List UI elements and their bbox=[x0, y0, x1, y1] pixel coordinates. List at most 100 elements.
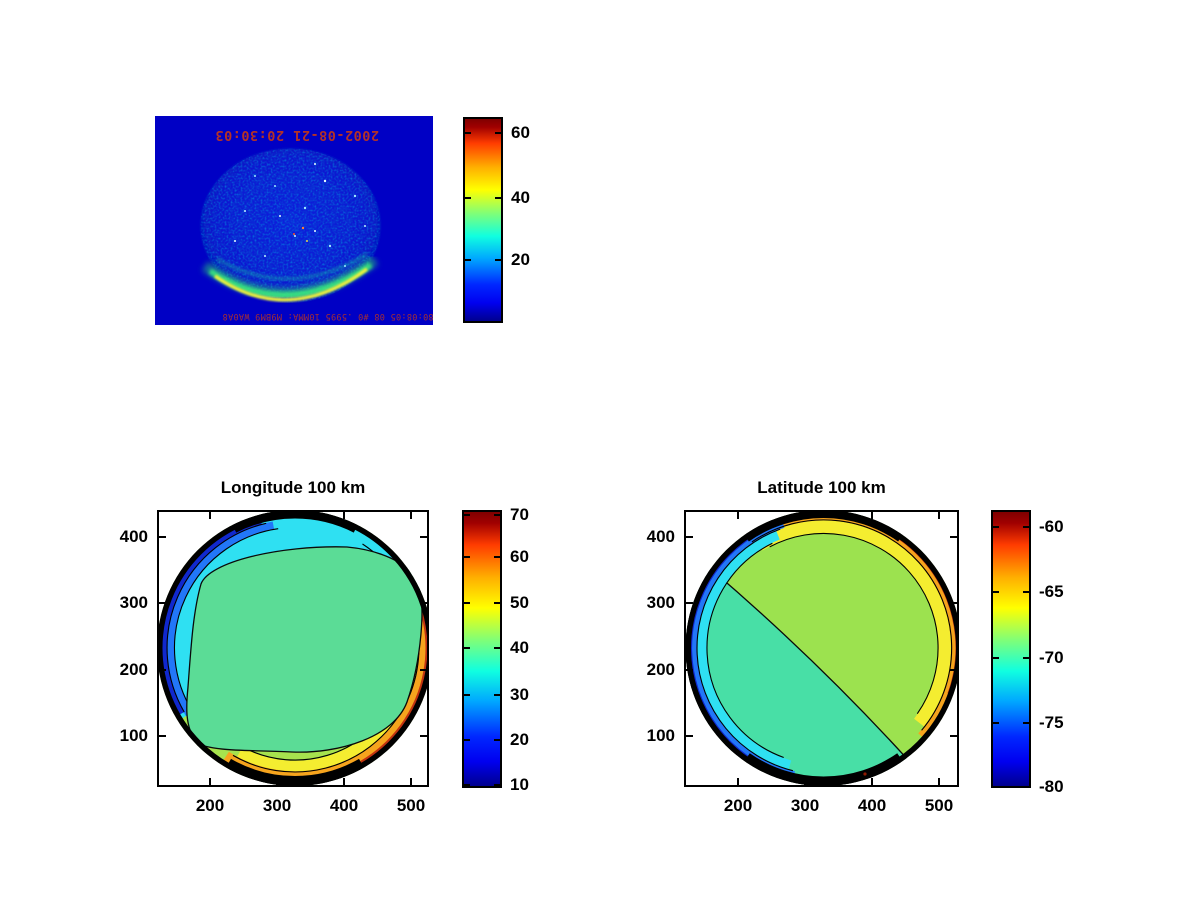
x-tick-label: 500 bbox=[924, 796, 954, 815]
colorbar-tick-mark bbox=[494, 784, 500, 786]
colorbar-tick-label: 30 bbox=[510, 685, 529, 704]
colorbar-tick-label: 10 bbox=[510, 775, 529, 794]
colorbar-tick-mark bbox=[465, 132, 471, 134]
x-tick-label: 300 bbox=[262, 796, 292, 815]
colorbar-tick-mark bbox=[494, 602, 500, 604]
colorbar-tick-mark bbox=[993, 526, 999, 528]
x-tick-mark bbox=[737, 778, 739, 785]
y-tick-mark bbox=[420, 669, 427, 671]
colorbar-tick-mark bbox=[464, 739, 470, 741]
longitude-plot-title: Longitude 100 km bbox=[220, 478, 366, 497]
x-tick-label: 200 bbox=[723, 796, 753, 815]
y-tick-mark bbox=[420, 735, 427, 737]
allsky-image-panel: 2002-08-21 20:30:03 80:08:05 08 #0 .5995… bbox=[155, 116, 434, 325]
y-tick-mark bbox=[159, 536, 166, 538]
y-tick-mark bbox=[950, 669, 957, 671]
y-tick-mark bbox=[686, 669, 693, 671]
x-tick-mark bbox=[276, 778, 278, 785]
colorbar-tick-mark bbox=[495, 132, 501, 134]
colorbar-tick-mark bbox=[464, 647, 470, 649]
colorbar-tick-mark bbox=[494, 556, 500, 558]
latitude-plot-title: Latitude 100 km bbox=[757, 478, 886, 497]
x-tick-mark bbox=[209, 512, 211, 519]
x-tick-mark bbox=[209, 778, 211, 785]
contour-rim-top bbox=[232, 512, 358, 533]
latitude-plot-axes bbox=[684, 510, 959, 787]
colorbar-tick-mark bbox=[993, 722, 999, 724]
x-tick-mark bbox=[871, 778, 873, 785]
colorbar-tick-mark bbox=[464, 514, 470, 516]
y-tick-label: 100 bbox=[646, 726, 675, 745]
colorbar-tick-label: 50 bbox=[510, 593, 529, 612]
colorbar-tick-label: 40 bbox=[510, 638, 529, 657]
contour-band-navy bbox=[161, 518, 262, 715]
colorbar-latitude bbox=[991, 510, 1031, 788]
colorbar-tick-mark bbox=[1023, 591, 1029, 593]
y-tick-mark bbox=[686, 602, 693, 604]
aurora-arc bbox=[201, 252, 379, 302]
x-tick-mark bbox=[276, 512, 278, 519]
x-tick-label: 400 bbox=[857, 796, 887, 815]
x-tick-label: 300 bbox=[790, 796, 820, 815]
contour-rim-top bbox=[744, 512, 903, 542]
x-tick-label: 400 bbox=[329, 796, 359, 815]
allsky-timestamp-text: 2002-08-21 20:30:03 bbox=[215, 127, 379, 143]
colorbar-tick-label: 60 bbox=[510, 547, 529, 566]
y-tick-label: 400 bbox=[119, 527, 148, 546]
x-tick-mark bbox=[804, 778, 806, 785]
allsky-noise-speckle bbox=[200, 148, 381, 303]
contour-band-blue bbox=[688, 520, 796, 780]
y-tick-mark bbox=[686, 735, 693, 737]
contour-rim-bottom bbox=[226, 758, 364, 785]
y-tick-label: 200 bbox=[119, 660, 148, 679]
colorbar-tick-mark bbox=[993, 591, 999, 593]
colorbar-tick-mark bbox=[495, 197, 501, 199]
colorbar-tick-mark bbox=[464, 556, 470, 558]
x-tick-mark bbox=[871, 512, 873, 519]
allsky-image: 2002-08-21 20:30:03 80:08:05 08 #0 .5995… bbox=[155, 116, 434, 325]
x-tick-mark bbox=[804, 512, 806, 519]
y-tick-mark bbox=[159, 669, 166, 671]
colorbar-tick-mark bbox=[464, 602, 470, 604]
colorbar-tick-mark bbox=[464, 784, 470, 786]
colorbar-tick-mark bbox=[1023, 722, 1029, 724]
colorbar-tick-label: 20 bbox=[510, 730, 529, 749]
colorbar-tick-mark bbox=[464, 694, 470, 696]
y-tick-mark bbox=[420, 536, 427, 538]
x-tick-mark bbox=[410, 512, 412, 519]
latitude-contour-plot bbox=[686, 512, 957, 785]
contour-rim-bottom bbox=[744, 753, 903, 785]
x-tick-mark bbox=[737, 512, 739, 519]
x-tick-mark bbox=[343, 778, 345, 785]
colorbar-allsky bbox=[463, 117, 503, 323]
y-tick-label: 400 bbox=[646, 527, 675, 546]
longitude-contour-plot bbox=[159, 512, 427, 785]
x-tick-label: 500 bbox=[396, 796, 426, 815]
x-tick-label: 200 bbox=[195, 796, 225, 815]
colorbar-tick-label: -70 bbox=[1039, 648, 1064, 667]
colorbar-tick-label: -60 bbox=[1039, 517, 1064, 536]
colorbar-tick-mark bbox=[494, 647, 500, 649]
y-tick-mark bbox=[950, 536, 957, 538]
y-tick-mark bbox=[159, 735, 166, 737]
colorbar-tick-mark bbox=[495, 259, 501, 261]
x-tick-mark bbox=[938, 778, 940, 785]
longitude-plot-axes bbox=[157, 510, 429, 787]
colorbar-tick-mark bbox=[465, 259, 471, 261]
x-tick-mark bbox=[343, 512, 345, 519]
colorbar-tick-label: 60 bbox=[511, 123, 530, 142]
colorbar-tick-label: -80 bbox=[1039, 777, 1064, 796]
allsky-station-text: 80:08:05 08 #0 .5995 10MMA: M9BM9 WA0A8 bbox=[222, 311, 433, 321]
colorbar-tick-label: -65 bbox=[1039, 582, 1064, 601]
y-tick-mark bbox=[950, 602, 957, 604]
y-tick-mark bbox=[950, 735, 957, 737]
y-tick-mark bbox=[159, 602, 166, 604]
colorbar-longitude bbox=[462, 510, 502, 788]
y-tick-mark bbox=[686, 536, 693, 538]
colorbar-tick-mark bbox=[494, 739, 500, 741]
contour-red-speck bbox=[863, 772, 867, 776]
colorbar-tick-mark bbox=[993, 786, 999, 788]
colorbar-tick-mark bbox=[993, 657, 999, 659]
colorbar-tick-mark bbox=[1023, 526, 1029, 528]
